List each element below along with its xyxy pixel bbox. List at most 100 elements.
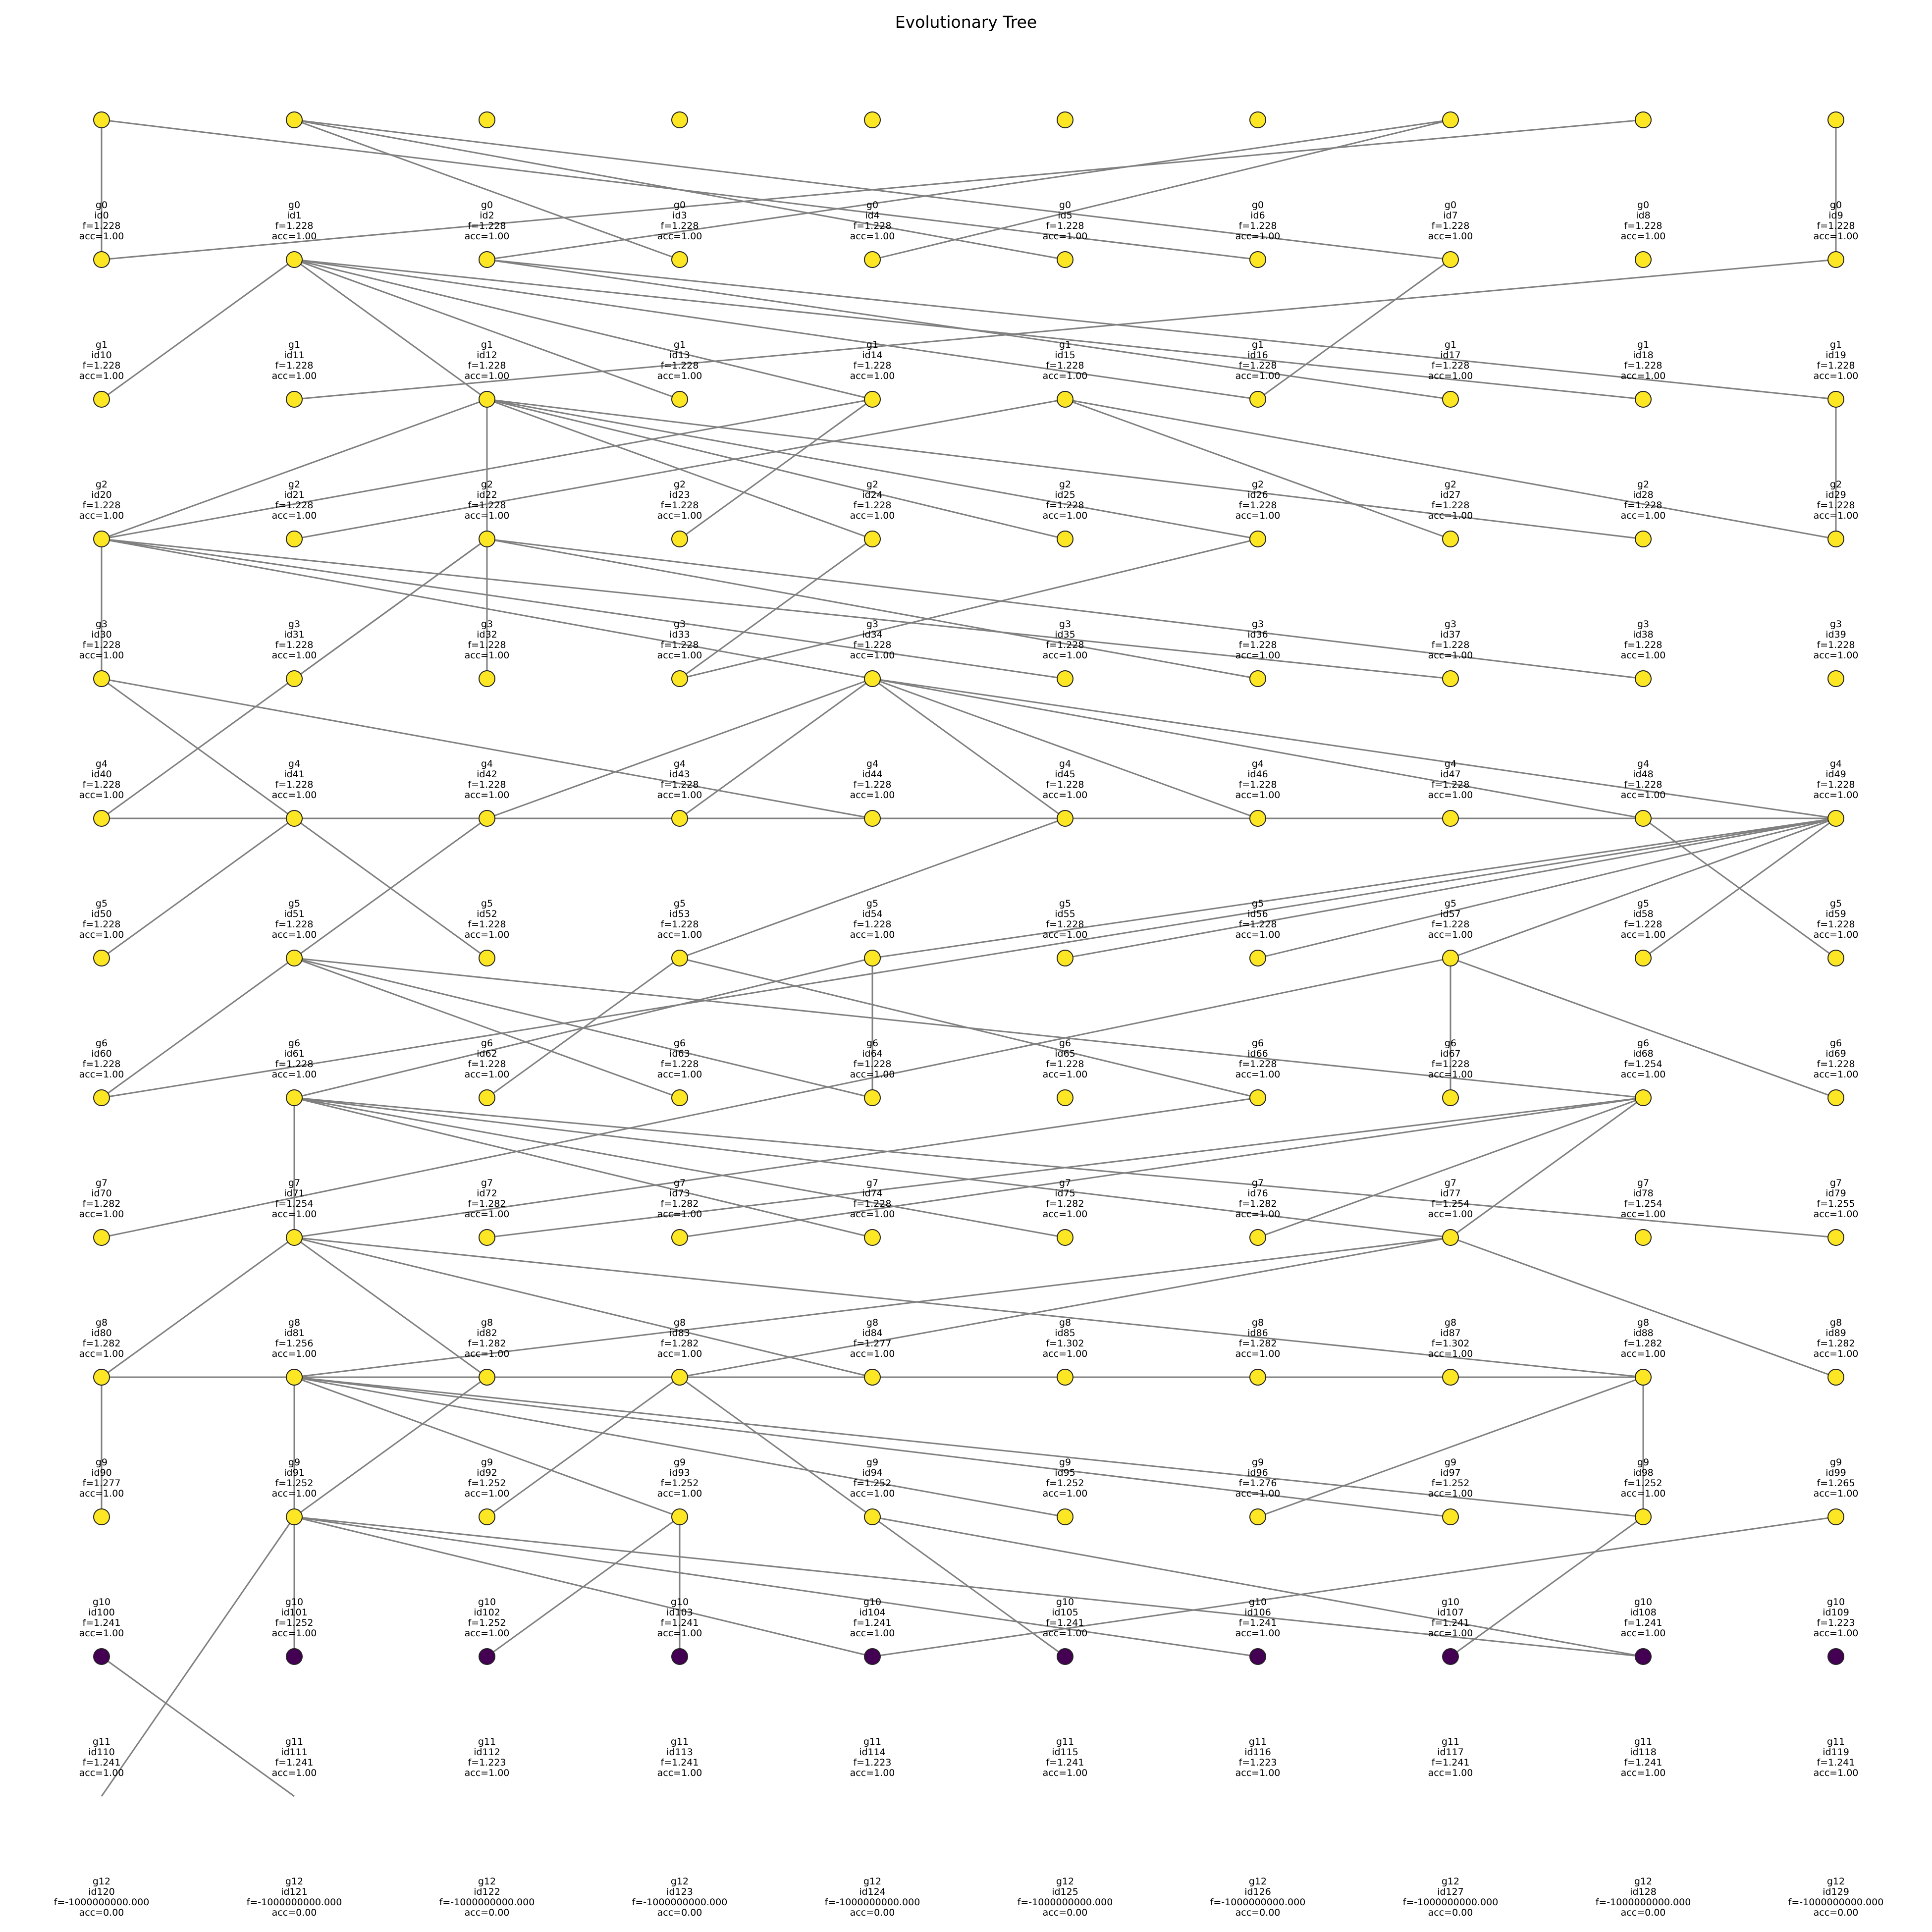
tree-node[interactable] bbox=[864, 1369, 881, 1386]
tree-node[interactable] bbox=[864, 1089, 881, 1106]
tree-node[interactable] bbox=[1249, 251, 1266, 268]
tree-node[interactable] bbox=[479, 251, 495, 268]
tree-node[interactable] bbox=[671, 1229, 688, 1246]
tree-node[interactable] bbox=[1057, 670, 1073, 687]
tree-node[interactable] bbox=[1249, 1508, 1266, 1525]
tree-node[interactable] bbox=[286, 810, 303, 827]
tree-node[interactable] bbox=[1827, 1229, 1844, 1246]
tree-node[interactable] bbox=[286, 251, 303, 268]
tree-node[interactable] bbox=[286, 1648, 303, 1665]
tree-node[interactable] bbox=[1249, 111, 1266, 128]
tree-node[interactable] bbox=[671, 810, 688, 827]
tree-node[interactable] bbox=[864, 1508, 881, 1525]
tree-node[interactable] bbox=[864, 251, 881, 268]
tree-node[interactable] bbox=[93, 1369, 110, 1386]
tree-node[interactable] bbox=[864, 1648, 881, 1665]
tree-node[interactable] bbox=[479, 391, 495, 408]
tree-node[interactable] bbox=[1057, 1508, 1073, 1525]
tree-node[interactable] bbox=[1249, 1229, 1266, 1246]
tree-node[interactable] bbox=[1635, 251, 1652, 268]
tree-node[interactable] bbox=[1827, 531, 1844, 547]
tree-node[interactable] bbox=[671, 531, 688, 547]
tree-node[interactable] bbox=[93, 1648, 110, 1665]
tree-node[interactable] bbox=[286, 531, 303, 547]
tree-node[interactable] bbox=[1827, 251, 1844, 268]
tree-node[interactable] bbox=[1442, 251, 1459, 268]
tree-node[interactable] bbox=[1827, 810, 1844, 827]
tree-node[interactable] bbox=[286, 1089, 303, 1106]
tree-node[interactable] bbox=[1249, 1089, 1266, 1106]
tree-node[interactable] bbox=[1249, 531, 1266, 547]
tree-node[interactable] bbox=[1827, 1508, 1844, 1525]
tree-node[interactable] bbox=[1635, 531, 1652, 547]
tree-node[interactable] bbox=[1249, 670, 1266, 687]
tree-node[interactable] bbox=[1249, 1648, 1266, 1665]
tree-node[interactable] bbox=[671, 391, 688, 408]
tree-node[interactable] bbox=[1827, 391, 1844, 408]
tree-node[interactable] bbox=[1442, 1508, 1459, 1525]
tree-node[interactable] bbox=[671, 1369, 688, 1386]
tree-node[interactable] bbox=[1635, 1508, 1652, 1525]
tree-node[interactable] bbox=[286, 950, 303, 966]
tree-node[interactable] bbox=[1249, 391, 1266, 408]
tree-node[interactable] bbox=[479, 531, 495, 547]
tree-node[interactable] bbox=[864, 1229, 881, 1246]
tree-node[interactable] bbox=[93, 810, 110, 827]
tree-node[interactable] bbox=[1442, 1648, 1459, 1665]
tree-node[interactable] bbox=[1442, 1089, 1459, 1106]
tree-node[interactable] bbox=[671, 1089, 688, 1106]
tree-node[interactable] bbox=[671, 111, 688, 128]
tree-node[interactable] bbox=[93, 670, 110, 687]
tree-node[interactable] bbox=[479, 670, 495, 687]
tree-node[interactable] bbox=[93, 950, 110, 966]
tree-node[interactable] bbox=[1827, 1089, 1844, 1106]
tree-node[interactable] bbox=[1057, 810, 1073, 827]
tree-node[interactable] bbox=[1827, 1648, 1844, 1665]
tree-node[interactable] bbox=[864, 111, 881, 128]
tree-node[interactable] bbox=[93, 1508, 110, 1525]
tree-node[interactable] bbox=[1249, 950, 1266, 966]
tree-node[interactable] bbox=[1827, 111, 1844, 128]
tree-node[interactable] bbox=[1635, 950, 1652, 966]
tree-node[interactable] bbox=[286, 670, 303, 687]
tree-node[interactable] bbox=[671, 670, 688, 687]
tree-node[interactable] bbox=[1442, 1229, 1459, 1246]
tree-node[interactable] bbox=[479, 810, 495, 827]
tree-node[interactable] bbox=[864, 950, 881, 966]
tree-node[interactable] bbox=[864, 810, 881, 827]
tree-node[interactable] bbox=[1249, 1369, 1266, 1386]
tree-node[interactable] bbox=[1057, 1229, 1073, 1246]
tree-node[interactable] bbox=[1057, 1369, 1073, 1386]
tree-node[interactable] bbox=[864, 670, 881, 687]
tree-node[interactable] bbox=[1249, 810, 1266, 827]
tree-node[interactable] bbox=[1635, 670, 1652, 687]
tree-node[interactable] bbox=[671, 1508, 688, 1525]
tree-node[interactable] bbox=[479, 1648, 495, 1665]
tree-node[interactable] bbox=[1057, 950, 1073, 966]
tree-node[interactable] bbox=[1827, 950, 1844, 966]
tree-node[interactable] bbox=[1635, 1648, 1652, 1665]
tree-node[interactable] bbox=[1635, 391, 1652, 408]
tree-node[interactable] bbox=[1827, 670, 1844, 687]
tree-node[interactable] bbox=[479, 1369, 495, 1386]
tree-node[interactable] bbox=[479, 111, 495, 128]
tree-node[interactable] bbox=[671, 1648, 688, 1665]
tree-node[interactable] bbox=[1635, 1089, 1652, 1106]
tree-node[interactable] bbox=[1442, 810, 1459, 827]
tree-node[interactable] bbox=[286, 111, 303, 128]
tree-node[interactable] bbox=[479, 950, 495, 966]
tree-node[interactable] bbox=[1057, 391, 1073, 408]
tree-node[interactable] bbox=[93, 251, 110, 268]
tree-node[interactable] bbox=[1635, 810, 1652, 827]
tree-node[interactable] bbox=[1057, 1648, 1073, 1665]
tree-node[interactable] bbox=[286, 1369, 303, 1386]
tree-node[interactable] bbox=[286, 391, 303, 408]
tree-node[interactable] bbox=[93, 1229, 110, 1246]
tree-node[interactable] bbox=[1442, 111, 1459, 128]
tree-node[interactable] bbox=[479, 1229, 495, 1246]
tree-node[interactable] bbox=[1442, 531, 1459, 547]
tree-node[interactable] bbox=[479, 1089, 495, 1106]
tree-node[interactable] bbox=[1442, 670, 1459, 687]
tree-node[interactable] bbox=[1635, 1229, 1652, 1246]
tree-node[interactable] bbox=[1442, 1369, 1459, 1386]
